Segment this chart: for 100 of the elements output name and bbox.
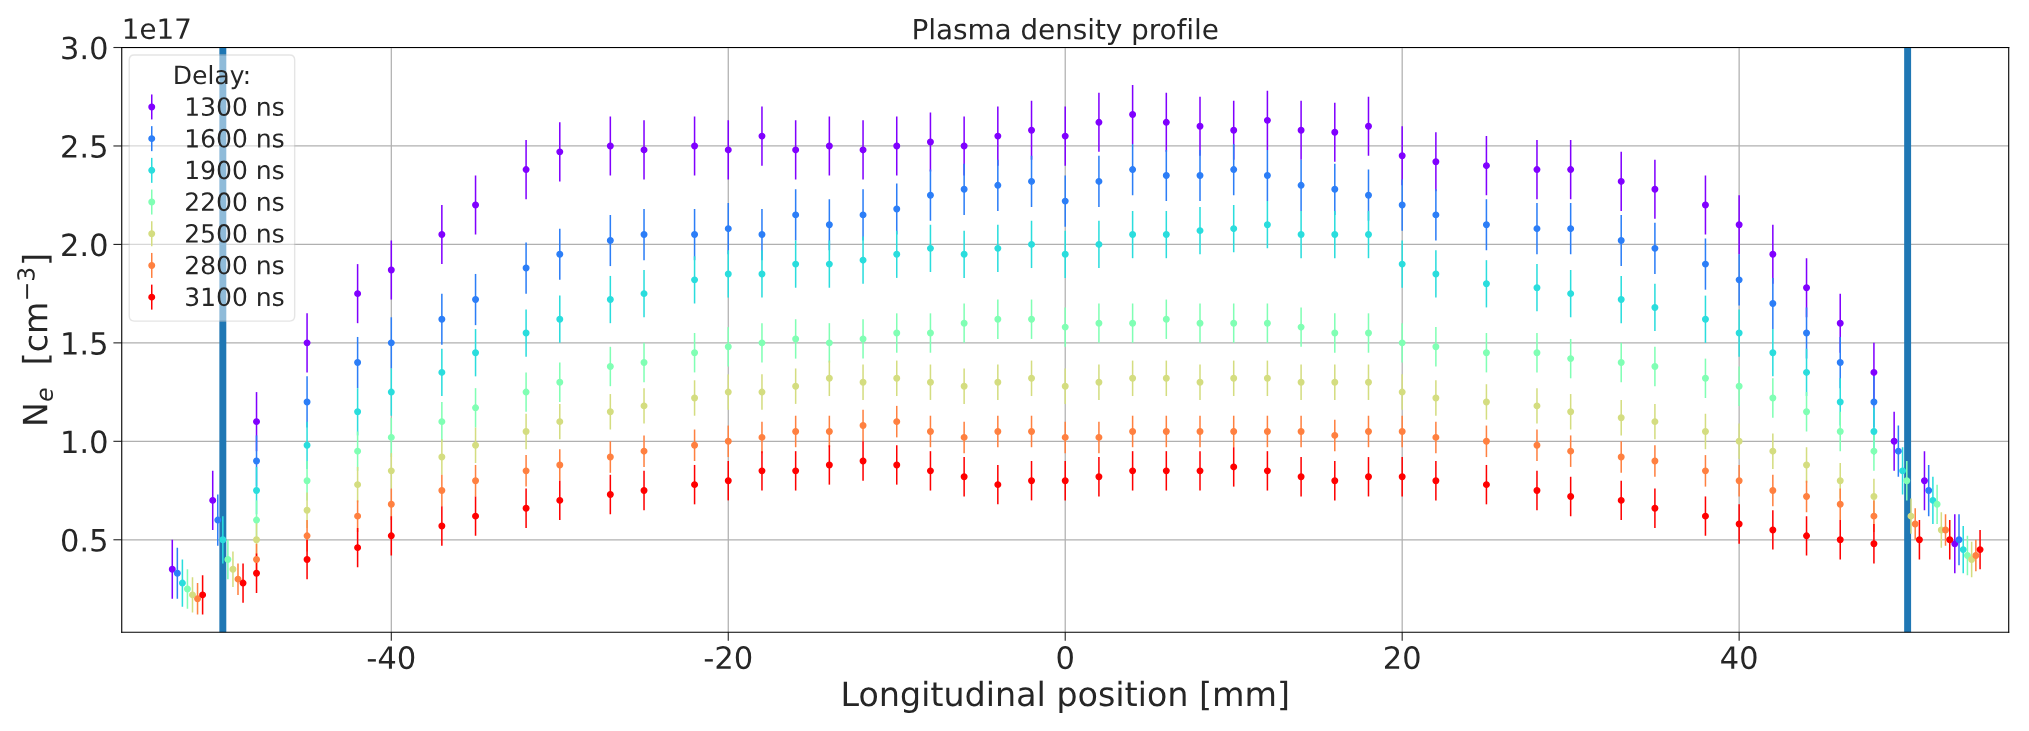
point [1297, 126, 1305, 134]
point [1263, 221, 1271, 229]
point [1870, 428, 1878, 435]
point [1870, 368, 1878, 376]
point [1162, 118, 1170, 126]
point [1196, 467, 1204, 475]
point [1701, 201, 1709, 209]
point [214, 516, 222, 524]
point [994, 315, 1002, 323]
point [1651, 303, 1659, 311]
point [691, 481, 699, 489]
point [758, 433, 766, 441]
point [1263, 467, 1271, 475]
point [1533, 441, 1541, 449]
point [1482, 398, 1490, 406]
point [1297, 378, 1305, 386]
point [1061, 433, 1069, 441]
point [189, 591, 196, 599]
point [1061, 323, 1069, 331]
point [354, 408, 362, 416]
legend-label: 2500 ns [186, 223, 284, 243]
point [758, 132, 766, 140]
point [606, 237, 614, 244]
point [691, 276, 699, 284]
point [792, 211, 800, 219]
point [893, 250, 901, 258]
point [387, 467, 395, 475]
point [1196, 428, 1204, 435]
point [1129, 231, 1137, 239]
point [691, 142, 699, 150]
point [1567, 166, 1575, 174]
point [354, 544, 362, 552]
point [792, 146, 800, 154]
point [792, 260, 800, 268]
point [1061, 477, 1069, 485]
point [640, 231, 648, 239]
point [1398, 388, 1406, 396]
point [724, 388, 732, 396]
point [556, 315, 564, 323]
point [1297, 428, 1305, 435]
point [1095, 378, 1103, 386]
point [1870, 447, 1878, 455]
y-tick-label: 3.0 [62, 36, 107, 60]
point [1735, 477, 1743, 485]
point [724, 225, 732, 233]
point [472, 296, 480, 304]
point [1942, 526, 1950, 534]
point [1769, 300, 1777, 307]
point [438, 453, 446, 461]
point [724, 270, 732, 278]
point [1617, 453, 1625, 461]
point [758, 231, 766, 239]
point [960, 433, 968, 441]
legend-label: 1600 ns [186, 128, 284, 148]
point [926, 467, 934, 475]
point [1398, 260, 1406, 268]
point [1432, 343, 1440, 351]
point [1432, 394, 1440, 402]
point [1482, 162, 1490, 170]
point [354, 290, 362, 298]
point [1803, 532, 1811, 540]
point [1955, 536, 1963, 544]
legend-title: Delay: [175, 65, 249, 90]
point [1028, 477, 1036, 485]
point [1028, 177, 1036, 185]
point [219, 536, 227, 544]
point [1735, 329, 1743, 337]
point [1870, 398, 1878, 406]
point [1129, 319, 1137, 327]
point [522, 504, 530, 512]
point [1946, 536, 1954, 544]
point [1701, 428, 1709, 435]
point [1651, 185, 1659, 193]
point [1903, 477, 1911, 485]
point [239, 579, 247, 587]
point [960, 250, 968, 258]
point [792, 335, 800, 343]
point [606, 408, 614, 416]
point [825, 428, 833, 435]
point [556, 148, 564, 156]
point [209, 496, 217, 504]
point [1836, 500, 1844, 508]
point [1533, 402, 1541, 410]
y-tick-label: 1.0 [63, 430, 107, 454]
point [994, 481, 1002, 489]
point [1836, 428, 1844, 435]
point [640, 359, 648, 367]
point [354, 512, 362, 520]
point [1095, 319, 1103, 327]
point [926, 378, 934, 386]
point [303, 555, 311, 563]
point [354, 359, 362, 367]
chart-title: Plasma density profile [914, 18, 1218, 45]
point [387, 532, 395, 540]
point [387, 433, 395, 441]
point [253, 569, 260, 577]
point [1230, 225, 1238, 233]
point [1567, 447, 1575, 455]
point [1769, 394, 1777, 402]
legend-label: 2200 ns [186, 192, 284, 212]
